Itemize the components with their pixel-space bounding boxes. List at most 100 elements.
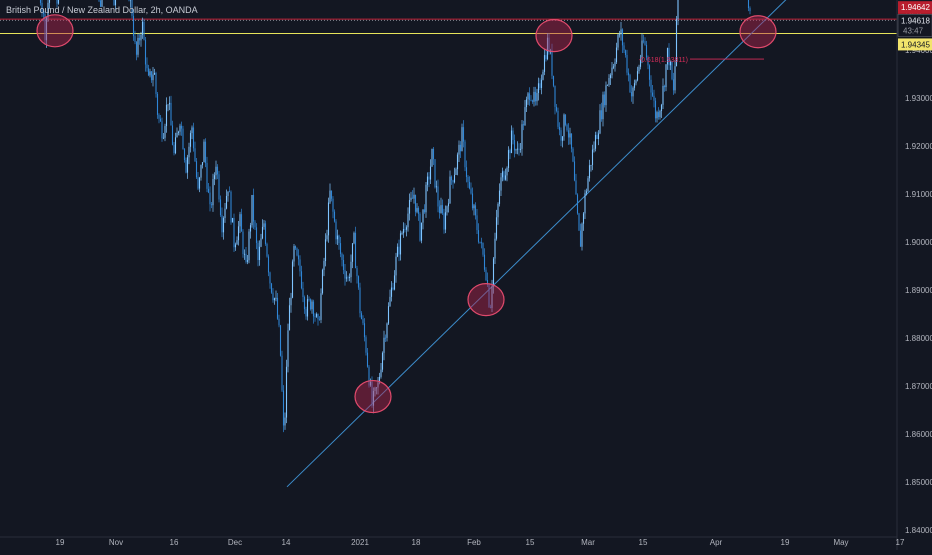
candle-body (479, 242, 480, 243)
candle-body (275, 298, 276, 299)
candle-body (559, 127, 560, 130)
candle-body (136, 42, 137, 55)
candle-body (142, 22, 143, 35)
candle-body (287, 330, 288, 366)
candle-body (499, 191, 500, 204)
candle-body (652, 93, 653, 96)
candle-body (626, 55, 627, 73)
candle-body (673, 79, 674, 90)
candle-body (658, 112, 659, 117)
candle-body (394, 275, 395, 289)
candle-body (661, 105, 662, 111)
candle-body (526, 99, 527, 107)
candle-body (274, 298, 275, 300)
fib-label--0.618: -0.618(1.93811) (639, 57, 688, 64)
countdown-label: 43:47 (903, 26, 924, 35)
candle-body (271, 283, 272, 292)
candle-body (577, 195, 578, 214)
y-tick-label: 1.93000 (905, 94, 932, 103)
candle-body (463, 127, 464, 141)
candle-body (409, 200, 410, 214)
candle-body (628, 73, 629, 76)
candle-body (134, 36, 135, 42)
candle-body (554, 86, 555, 107)
candle-body (295, 246, 296, 248)
candle-body (298, 255, 299, 259)
candle-body (665, 64, 666, 87)
candle-body (551, 50, 552, 75)
highlight-circle[interactable] (355, 381, 391, 413)
candle-body (514, 140, 515, 150)
candle-body (572, 149, 573, 162)
chart-title: British Pound / New Zealand Dollar, 2h, … (6, 5, 198, 15)
candle-body (299, 259, 300, 271)
x-tick-label: 16 (170, 538, 179, 547)
candle-body (248, 231, 249, 260)
candle-body (365, 337, 366, 353)
candle-body (145, 40, 146, 65)
candle-body (230, 192, 231, 223)
candle-body (284, 418, 285, 426)
candle-body (445, 212, 446, 229)
candle-body (191, 127, 192, 133)
candle-body (319, 319, 320, 320)
highlight-circle[interactable] (468, 284, 504, 316)
x-tick-label: 17 (896, 538, 905, 547)
candle-body (334, 212, 335, 222)
candle-body (581, 224, 582, 247)
candle-body (206, 163, 207, 189)
candle-body (605, 85, 606, 105)
highlight-circle[interactable] (536, 20, 572, 52)
candle-body (574, 162, 575, 181)
candle-body (407, 214, 408, 228)
candle-body (353, 233, 354, 243)
candle-body (439, 206, 440, 213)
candle-body (313, 302, 314, 317)
candle-body (223, 218, 224, 232)
candle-body (655, 101, 656, 119)
candle-body (340, 243, 341, 254)
candle-body (317, 314, 318, 319)
candle-body (197, 177, 198, 188)
candle-body (440, 205, 441, 213)
candle-body (472, 194, 473, 209)
candle-body (158, 115, 159, 119)
candle-body (422, 209, 423, 222)
candle-body (355, 233, 356, 268)
candle-body (584, 193, 585, 213)
candle-body (671, 62, 672, 79)
candle-body (496, 217, 497, 238)
candle-body (244, 254, 245, 255)
candle-body (478, 230, 479, 242)
candle-body (154, 73, 155, 75)
highlight-circle[interactable] (740, 16, 776, 48)
candle-body (179, 126, 180, 132)
candle-body (419, 214, 420, 241)
candle-body (451, 177, 452, 181)
candle-body (167, 104, 168, 105)
candle-body (217, 167, 218, 175)
candle-body (221, 215, 222, 232)
candle-body (307, 299, 308, 316)
candle-body (40, 0, 41, 3)
candle-body (362, 319, 363, 323)
candle-body (359, 287, 360, 313)
x-tick-label: Feb (467, 538, 481, 547)
candle-body (602, 95, 603, 120)
candle-body (178, 132, 179, 133)
candle-body (155, 73, 156, 94)
candle-body (193, 127, 194, 148)
candle-body (527, 93, 528, 99)
candle-body (622, 29, 623, 45)
candle-body (442, 205, 443, 213)
candle-body (520, 149, 521, 150)
candle-body (259, 247, 260, 260)
candle-body (397, 247, 398, 257)
x-tick-label: Dec (228, 538, 242, 547)
candle-body (157, 94, 158, 115)
highlight-circle[interactable] (37, 15, 73, 47)
candle-body (637, 71, 638, 80)
x-tick-label: 2021 (351, 538, 369, 547)
